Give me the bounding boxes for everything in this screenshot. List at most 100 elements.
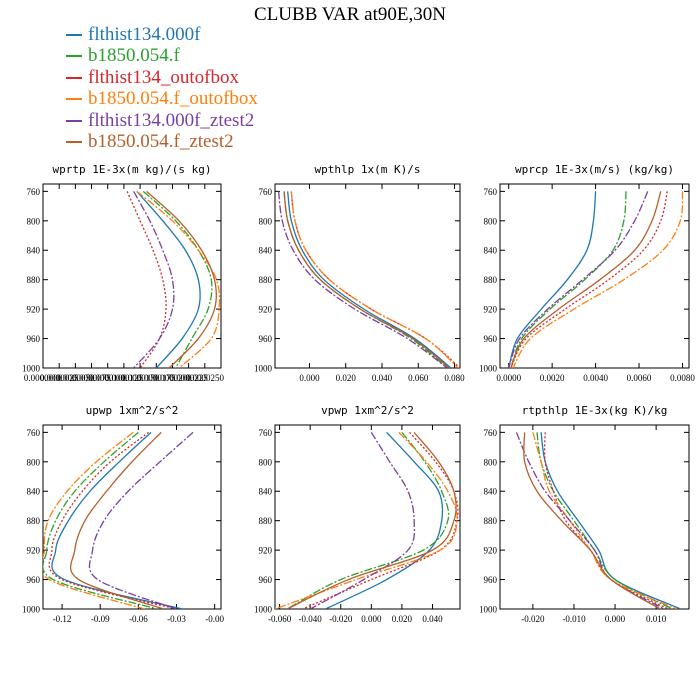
y-tick-label: 960 (27, 575, 41, 585)
series-line-1 (325, 431, 444, 609)
series-line-2 (510, 191, 627, 368)
panel-frame (42, 424, 222, 610)
legend-entry-2: b1850.054.f (66, 45, 258, 68)
y-tick-label: 800 (27, 457, 41, 467)
y-tick-label: 840 (484, 246, 498, 256)
legend: flthist134.000f b1850.054.f flthist134_o… (66, 24, 258, 153)
panel-title: wprcp 1E-3x(m/s) (kg/kg) (515, 163, 674, 176)
y-tick-label: 760 (484, 187, 498, 197)
series-line-3 (543, 432, 669, 609)
legend-swatch (66, 33, 82, 36)
x-tick-label: 0.0000175 (137, 373, 176, 383)
x-tick-label: -0.12 (53, 614, 72, 624)
y-tick-label: 920 (259, 305, 273, 315)
legend-swatch (66, 98, 82, 101)
y-tick-label: 920 (27, 305, 41, 315)
series-line-6 (146, 190, 217, 368)
panel-5: vpwp 1xm^2/s^27608008408809209601000-0.0… (254, 404, 461, 624)
panel-title: wprtp 1E-3x(m kg)/(s kg) (53, 163, 212, 176)
series-line-1 (51, 431, 184, 609)
panel-title: rtpthlp 1E-3x(kg K)/kg (522, 404, 668, 417)
y-tick-label: 840 (259, 487, 273, 497)
x-tick-label: -0.010 (562, 614, 586, 624)
x-tick-label: 0.0040 (583, 373, 608, 383)
y-tick-label: 960 (259, 334, 273, 344)
legend-swatch (66, 76, 82, 79)
series-line-6 (283, 191, 450, 368)
x-tick-label: 0.0000100 (89, 373, 128, 383)
series-line-5 (508, 191, 649, 368)
x-tick-label: 0.000 (299, 373, 320, 383)
x-tick-label: -0.09 (91, 614, 110, 624)
legend-label: b1850.054.f_outofbox (88, 88, 258, 110)
series-line-3 (510, 191, 668, 368)
legend-label: flthist134.000f (88, 23, 201, 45)
legend-entry-1: flthist134.000f (66, 24, 258, 46)
x-tick-label: 0.0000250 (186, 373, 225, 383)
panel-title: upwp 1xm^2/s^2 (86, 404, 179, 417)
x-tick-label: 0.040 (422, 614, 443, 624)
panel-4: upwp 1xm^2/s^2 760 800 840 880 920 960 1000 -0.1… (22, 404, 225, 624)
series-line-3 (126, 191, 167, 368)
y-tick-label: 800 (27, 216, 41, 226)
x-tick-label: 0.0000 (496, 373, 521, 383)
series-line-6 (510, 191, 662, 368)
legend-label: b1850.054.f (88, 45, 180, 67)
series-line-3 (290, 191, 460, 368)
legend-swatch (66, 119, 82, 122)
x-tick-label: -0.00 (205, 614, 224, 624)
x-tick-label: 0.0080 (670, 373, 695, 383)
panel-3: wprcp 1E-3x(m/s) (kg/kg) 760 800 840 880 920 9… (479, 163, 695, 383)
x-tick-label: -0.020 (521, 614, 545, 624)
x-tick-label: 0.0000000 (24, 373, 63, 383)
x-tick-label: 0.000 (361, 614, 382, 624)
y-tick-label: 1000 (479, 605, 498, 615)
series-line-1 (287, 191, 452, 368)
y-tick-label: 800 (484, 457, 498, 467)
series-line-2 (286, 431, 450, 609)
y-tick-label: 760 (27, 428, 41, 438)
series-line-2 (283, 191, 448, 368)
x-tick-label: 0.0000025 (40, 373, 79, 383)
series-line-4 (136, 190, 221, 368)
y-tick-label: 880 (259, 516, 273, 526)
panel-title: wpthlp 1x(m K)/s (315, 163, 421, 176)
panel-6: rtpthlp 1E-3x(kg K)/kg 760 800 840 880 920 960… (479, 404, 690, 624)
series-line-5 (133, 191, 175, 368)
x-tick-label: 0.060 (408, 373, 429, 383)
y-tick-label: 960 (259, 575, 273, 585)
y-tick-label: 880 (27, 516, 41, 526)
x-tick-label: 0.0000125 (105, 373, 144, 383)
panel-frame (499, 183, 690, 369)
y-tick-label: 1000 (254, 364, 273, 374)
x-tick-label: 0.0000225 (170, 373, 209, 383)
y-tick-label: 920 (27, 546, 41, 556)
legend-swatch (66, 141, 82, 144)
y-tick-label: 880 (259, 275, 273, 285)
series-line-5 (515, 432, 665, 609)
panel-frame (274, 424, 461, 610)
series-line-3 (48, 431, 177, 609)
series-line-5 (309, 432, 416, 609)
y-tick-label: 840 (484, 487, 498, 497)
series-line-1 (508, 191, 597, 368)
x-tick-label: 0.0020 (540, 373, 565, 383)
series-line-5 (88, 431, 194, 609)
legend-entry-6: b1850.054.f_ztest2 (66, 131, 258, 154)
y-tick-label: 1000 (22, 605, 41, 615)
x-tick-label: -0.040 (299, 614, 323, 624)
y-tick-label: 960 (27, 334, 41, 344)
series-line-4 (532, 432, 677, 609)
x-tick-label: 0.0000150 (121, 373, 160, 383)
series-line-2 (536, 432, 673, 609)
legend-label: flthist134.000f_ztest2 (88, 109, 255, 131)
legend-entry-4: b1850.054.f_outofbox (66, 88, 258, 111)
y-tick-label: 840 (27, 487, 41, 497)
panel-frame (499, 424, 690, 610)
series-line-4 (43, 431, 145, 609)
y-tick-label: 760 (484, 428, 498, 438)
series-line-5 (277, 191, 448, 368)
y-tick-label: 760 (259, 428, 273, 438)
y-tick-label: 1000 (22, 364, 41, 374)
